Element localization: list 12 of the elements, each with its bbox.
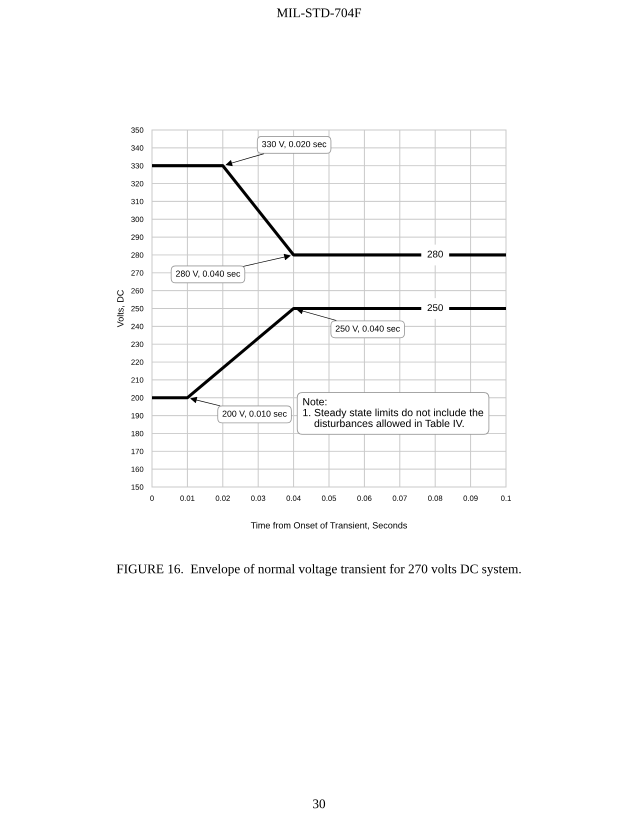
y-axis-title: Volts, DC [116, 290, 125, 328]
annotation: 280 V, 0.040 sec [176, 270, 240, 278]
caption: FIGURE 16. Envelope of normal voltage transient for 270 volts DC system. [116, 564, 521, 576]
annotation: 250 V, 0.040 sec [336, 325, 400, 333]
chart-title: MIL-STD-704F [276, 8, 362, 18]
annotation: 250 [428, 304, 443, 312]
text: 30 [313, 799, 326, 808]
annotation: Note: 1. Steady state limits do not include the disturbances allowed in Table IV. [303, 398, 484, 428]
annotation: 330 V, 0.020 sec [262, 141, 326, 148]
annotation: 200 V, 0.010 sec [222, 410, 287, 418]
x-axis-title: Time from Onset of Transient, Seconds [250, 522, 408, 530]
annotation: 280 [428, 250, 443, 258]
